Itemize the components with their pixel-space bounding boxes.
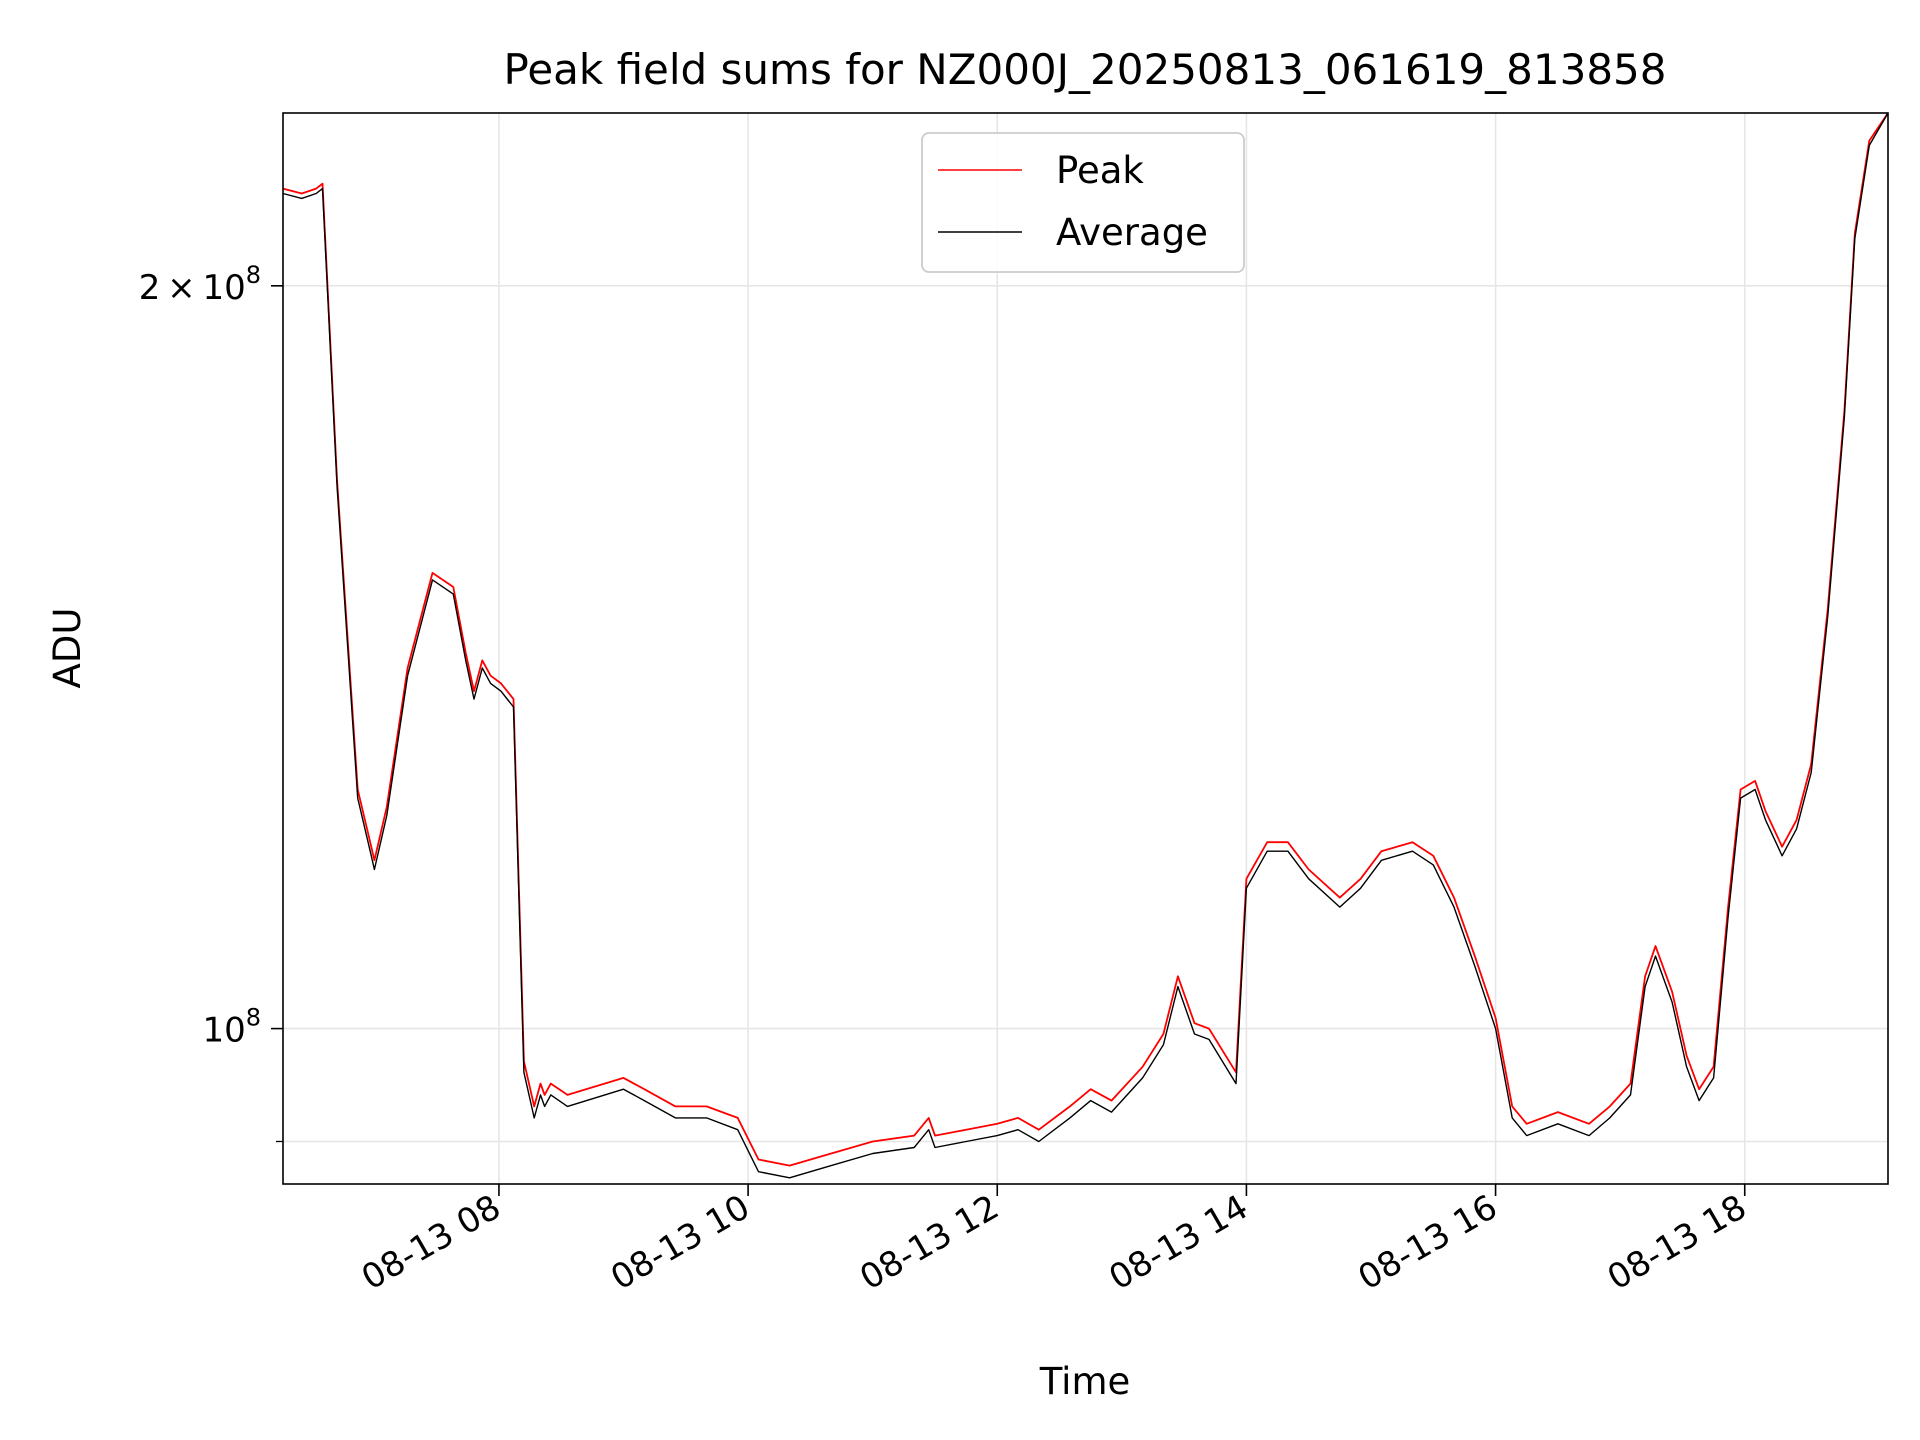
legend-label-average: Average (1056, 211, 1208, 254)
series-layer (282, 112, 1889, 1179)
plot-frame (282, 112, 1889, 1185)
grid (283, 113, 1888, 1184)
chart-title: Peak field sums for NZ000J_20250813_0616… (504, 45, 1667, 94)
legend-label-peak: Peak (1056, 149, 1144, 192)
plot-area (283, 113, 1888, 1184)
y-tick-label: 108 (202, 1004, 261, 1051)
legend-box (921, 132, 1245, 273)
y-tick-label: 2 × 108 (139, 261, 261, 308)
series-line-average (282, 112, 1889, 1179)
x-axis-label: Time (1039, 1360, 1131, 1403)
legend: Peak Average (921, 132, 1245, 273)
y-axis-label: ADU (46, 608, 89, 689)
series-line-peak (282, 112, 1889, 1167)
